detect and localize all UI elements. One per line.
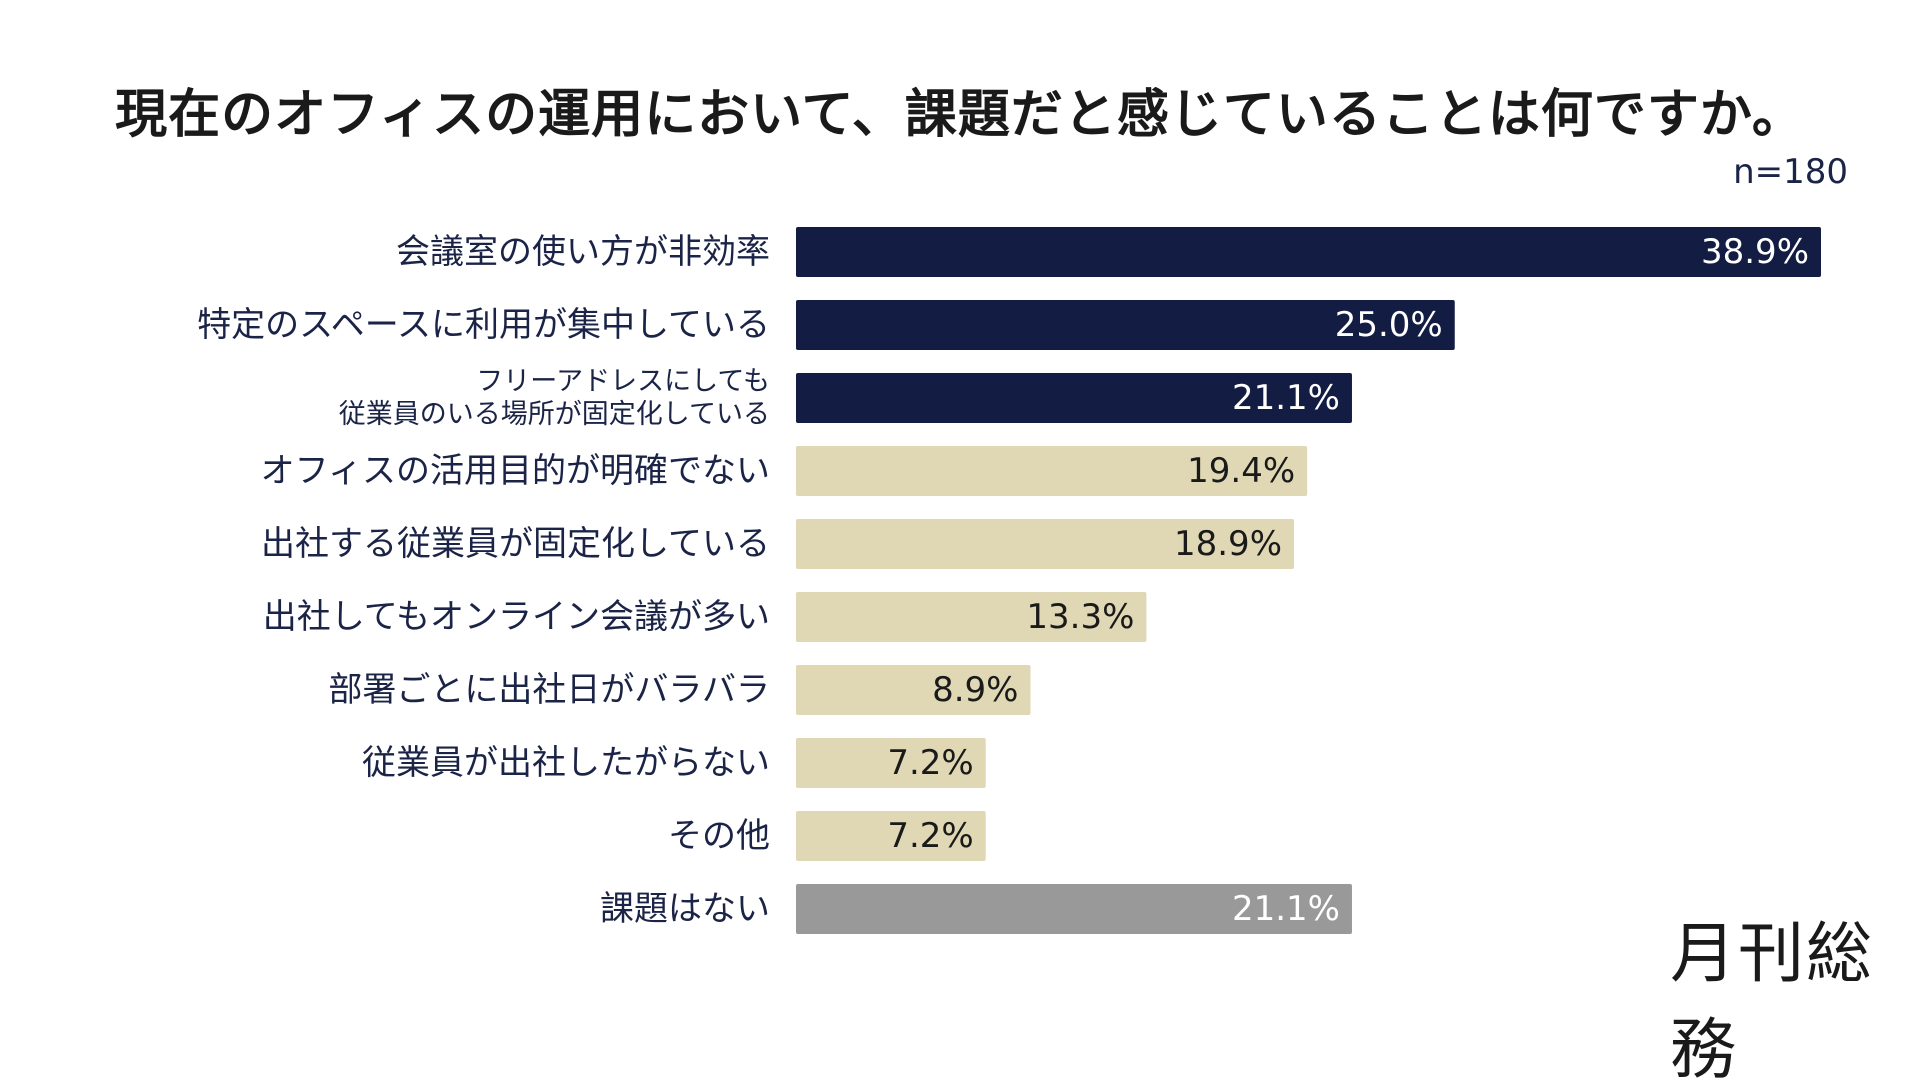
sample-size-label: n=180 [1733, 152, 1848, 192]
bar-1 [796, 300, 1455, 350]
category-label-6: 部署ごとに出社日がバラバラ [328, 670, 770, 710]
value-label-5: 13.3% [1026, 597, 1134, 637]
category-label-9: 課題はない [600, 889, 770, 929]
brand-logo: 月刊総務 [1670, 915, 1874, 1088]
chart-title: 現在のオフィスの運用において、課題だと感じていることは何ですか。 [115, 85, 1805, 145]
category-label-0: 会議室の使い方が非効率 [396, 232, 770, 272]
bar-0 [796, 227, 1821, 277]
category-label-7: 従業員が出社したがらない [362, 743, 770, 783]
category-label-3: オフィスの活用目的が明確でない [261, 451, 770, 491]
bar-chart: 38.9% 会議室の使い方が非効率 25.0% 特定のスペースに利用が集中している 21… [197, 227, 1821, 934]
category-label-5: 出社してもオンライン会議が多い [263, 597, 770, 637]
bar-3 [796, 446, 1308, 496]
value-label-0: 38.9% [1701, 232, 1809, 272]
value-label-7: 7.2% [887, 743, 973, 783]
value-label-2: 21.1% [1232, 378, 1340, 418]
value-label-4: 18.9% [1174, 524, 1282, 564]
bar-7 [796, 738, 986, 788]
category-label-4: 出社する従業員が固定化している [261, 524, 770, 564]
bar-6 [796, 665, 1031, 715]
category-label-8: その他 [668, 816, 770, 856]
bar-4 [796, 519, 1295, 569]
category-label-2: フリーアドレスにしても従業員のいる場所が固定化している [339, 366, 770, 430]
value-label-3: 19.4% [1187, 451, 1295, 491]
bar-9 [796, 884, 1352, 934]
category-label-1: 特定のスペースに利用が集中している [197, 305, 770, 345]
bar-5 [796, 592, 1147, 642]
bar-8 [796, 811, 986, 861]
value-label-8: 7.2% [887, 816, 973, 856]
value-label-6: 8.9% [932, 670, 1018, 710]
value-label-9: 21.1% [1232, 889, 1340, 929]
value-label-1: 25.0% [1335, 305, 1443, 345]
bar-2 [796, 373, 1352, 423]
